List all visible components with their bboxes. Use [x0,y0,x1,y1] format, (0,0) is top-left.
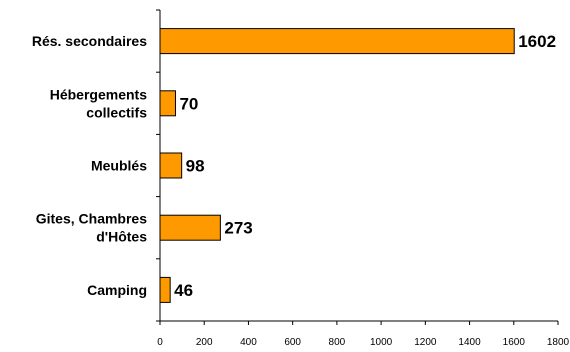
bar [159,214,221,241]
bar [159,152,183,179]
x-tick-label: 1200 [414,337,437,348]
category-label: Gites, Chambres d'Hôtes [36,211,147,245]
bar [159,28,515,55]
category-label: Hébergements collectifs [50,86,147,120]
x-tick-label: 0 [157,337,163,348]
category-label: Camping [87,282,147,298]
bar-value-label: 46 [174,281,193,300]
category-label-line: d'Hôtes [96,229,147,245]
labels-group: 0 200 400 600 800 1000 1200 1400 1600 1800 1602 Rés… [32,32,570,348]
bar [159,90,176,117]
bar-value-label: 98 [186,157,205,176]
x-tick-label: 600 [284,337,301,348]
category-label: Rés. secondaires [32,33,147,49]
category-label-line: Hébergements [50,86,147,102]
x-tick-label: 1800 [547,337,570,348]
bar-value-label: 1602 [518,32,556,51]
axes-group [156,9,559,325]
bar [159,276,171,303]
x-tick-label: 200 [196,337,213,348]
category-label-line: Gites, Chambres [36,211,147,227]
category-label-line: collectifs [86,104,147,120]
x-tick-label: 800 [329,337,346,348]
bar-value-label: 273 [224,219,252,238]
x-tick-label: 1600 [503,337,526,348]
x-tick-label: 400 [240,337,257,348]
x-tick-label: 1000 [370,337,393,348]
category-label-line: Rés. secondaires [32,33,147,49]
bar-value-label: 70 [179,94,198,113]
category-label: Meublés [91,158,147,174]
x-tick-label: 1400 [458,337,481,348]
bars-group [159,28,515,303]
category-label-line: Meublés [91,158,147,174]
category-label-line: Camping [87,282,147,298]
